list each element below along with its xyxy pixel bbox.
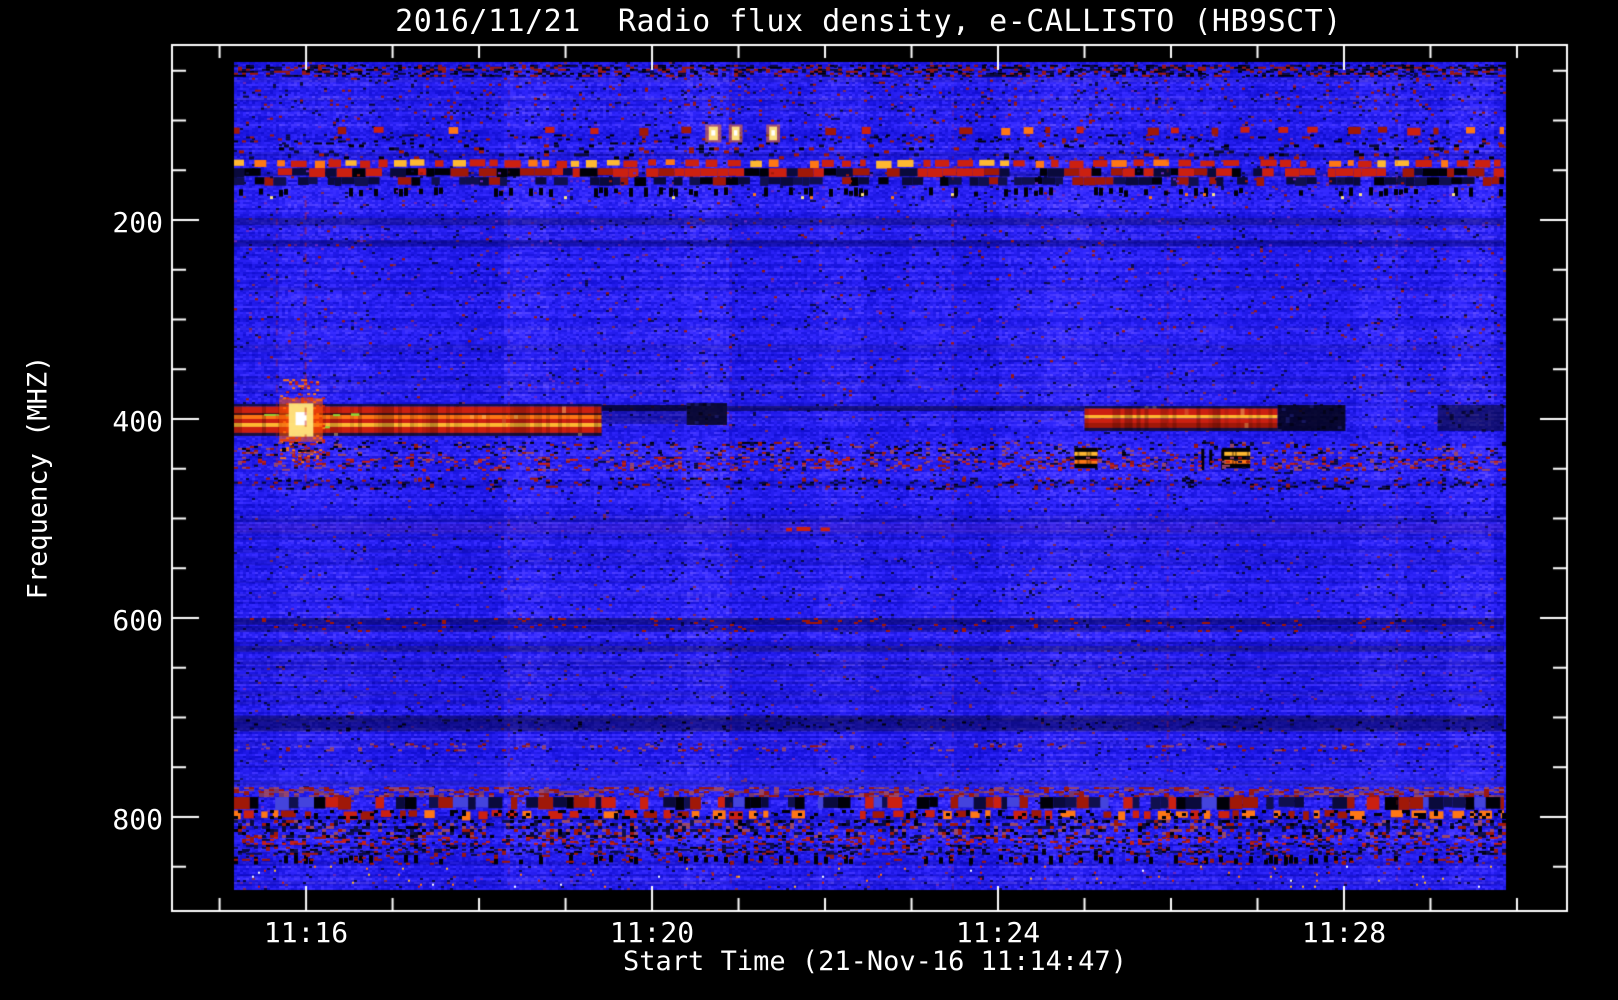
x-tick-label-1124: 11:24 (955, 916, 1041, 949)
x-axis-label: Start Time (21-Nov-16 11:14:47) (623, 946, 1127, 977)
x-tick-label-1116: 11:16 (263, 916, 349, 949)
y-tick-label-200: 200 (112, 206, 163, 239)
y-tick-label-400: 400 (112, 405, 163, 438)
y-tick-label-800: 800 (112, 803, 163, 836)
x-tick-label-1128: 11:28 (1301, 916, 1387, 949)
y-axis-label: Frequency (MHZ) (22, 355, 54, 600)
x-tick-label-1120: 11:20 (609, 916, 695, 949)
y-tick-label-600: 600 (112, 604, 163, 637)
chart-title: 2016/11/21 Radio flux density, e-CALLIST… (395, 4, 1342, 39)
